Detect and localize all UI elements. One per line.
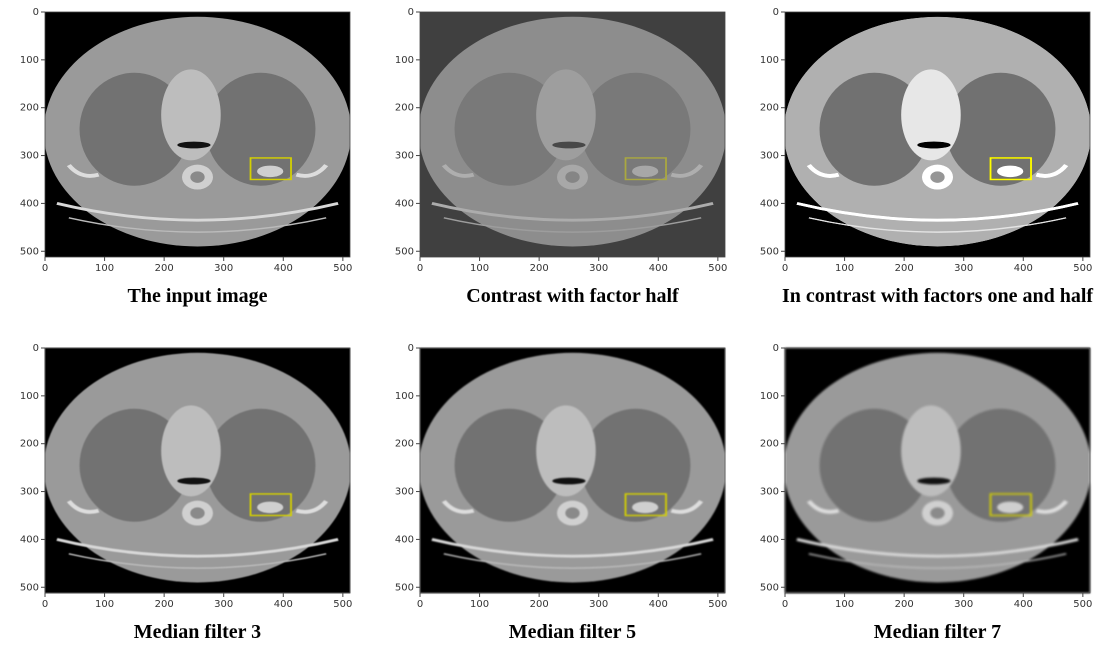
caption: Median filter 7 bbox=[773, 618, 1102, 646]
y-tick-label: 0 bbox=[408, 7, 414, 18]
x-tick-label: 0 bbox=[782, 599, 788, 610]
y-tick-label: 100 bbox=[20, 391, 39, 402]
y-tick-label: 200 bbox=[760, 103, 779, 114]
y-tick-label: 0 bbox=[773, 343, 779, 354]
page: {"panels": [ {"caption": "The input imag… bbox=[0, 0, 1102, 644]
x-tick-label: 300 bbox=[214, 263, 233, 274]
x-tick-label: 400 bbox=[649, 599, 668, 610]
x-tick-label: 0 bbox=[782, 263, 788, 274]
ct-image bbox=[784, 348, 1091, 593]
y-tick-label: 200 bbox=[760, 439, 779, 450]
x-tick-label: 500 bbox=[708, 263, 727, 274]
y-tick-label: 300 bbox=[20, 151, 39, 162]
x-tick-label: 100 bbox=[835, 599, 854, 610]
x-tick-label: 400 bbox=[1014, 263, 1033, 274]
y-tick-label: 400 bbox=[20, 534, 39, 545]
x-tick-label: 500 bbox=[333, 599, 352, 610]
x-tick-label: 200 bbox=[530, 599, 549, 610]
x-tick-label: 0 bbox=[42, 599, 48, 610]
y-tick-label: 500 bbox=[395, 246, 414, 257]
y-tick-label: 200 bbox=[20, 103, 39, 114]
y-tick-label: 300 bbox=[760, 487, 779, 498]
y-tick-label: 200 bbox=[395, 103, 414, 114]
caption: In contrast with factors one and half bbox=[773, 282, 1102, 310]
y-tick-label: 500 bbox=[395, 582, 414, 593]
x-tick-label: 100 bbox=[470, 263, 489, 274]
x-tick-label: 100 bbox=[95, 263, 114, 274]
y-tick-label: 0 bbox=[33, 343, 39, 354]
x-tick-label: 200 bbox=[895, 263, 914, 274]
x-tick-label: 500 bbox=[1073, 599, 1092, 610]
y-tick-label: 200 bbox=[20, 439, 39, 450]
figure: 0100200300400500010020030040050001002003… bbox=[0, 0, 1102, 644]
y-tick-label: 400 bbox=[760, 198, 779, 209]
x-tick-label: 500 bbox=[1073, 263, 1092, 274]
x-tick-label: 0 bbox=[417, 599, 423, 610]
y-tick-label: 300 bbox=[395, 151, 414, 162]
y-tick-label: 100 bbox=[760, 391, 779, 402]
caption: Contrast with factor half bbox=[408, 282, 738, 310]
y-tick-label: 400 bbox=[760, 534, 779, 545]
x-tick-label: 300 bbox=[954, 263, 973, 274]
y-tick-label: 300 bbox=[20, 487, 39, 498]
ct-image bbox=[419, 348, 726, 593]
y-tick-label: 200 bbox=[395, 439, 414, 450]
x-tick-label: 400 bbox=[274, 263, 293, 274]
y-tick-label: 100 bbox=[395, 55, 414, 66]
x-tick-label: 400 bbox=[649, 263, 668, 274]
x-tick-label: 0 bbox=[417, 263, 423, 274]
y-tick-label: 100 bbox=[395, 391, 414, 402]
x-tick-label: 500 bbox=[333, 263, 352, 274]
y-tick-label: 0 bbox=[33, 7, 39, 18]
y-tick-label: 0 bbox=[408, 343, 414, 354]
caption: Median filter 5 bbox=[408, 618, 738, 646]
y-tick-label: 400 bbox=[395, 198, 414, 209]
ct-image bbox=[784, 12, 1091, 257]
x-tick-label: 200 bbox=[155, 599, 174, 610]
y-tick-label: 400 bbox=[395, 534, 414, 545]
y-tick-label: 500 bbox=[20, 582, 39, 593]
x-tick-label: 300 bbox=[589, 263, 608, 274]
x-tick-label: 200 bbox=[895, 599, 914, 610]
x-tick-label: 400 bbox=[274, 599, 293, 610]
ct-image bbox=[44, 348, 351, 593]
ct-image bbox=[44, 12, 351, 257]
y-tick-label: 400 bbox=[20, 198, 39, 209]
x-tick-label: 300 bbox=[589, 599, 608, 610]
caption: The input image bbox=[33, 282, 363, 310]
x-tick-label: 300 bbox=[954, 599, 973, 610]
y-tick-label: 500 bbox=[760, 246, 779, 257]
y-tick-label: 300 bbox=[760, 151, 779, 162]
x-tick-label: 200 bbox=[530, 263, 549, 274]
caption: Median filter 3 bbox=[33, 618, 363, 646]
x-tick-label: 100 bbox=[95, 599, 114, 610]
x-tick-label: 300 bbox=[214, 599, 233, 610]
ct-image bbox=[419, 12, 726, 257]
x-tick-label: 400 bbox=[1014, 599, 1033, 610]
x-tick-label: 200 bbox=[155, 263, 174, 274]
x-tick-label: 100 bbox=[835, 263, 854, 274]
y-tick-label: 100 bbox=[20, 55, 39, 66]
y-tick-label: 500 bbox=[20, 246, 39, 257]
y-tick-label: 100 bbox=[760, 55, 779, 66]
x-tick-label: 100 bbox=[470, 599, 489, 610]
x-tick-label: 500 bbox=[708, 599, 727, 610]
y-tick-label: 500 bbox=[760, 582, 779, 593]
x-tick-label: 0 bbox=[42, 263, 48, 274]
y-tick-label: 300 bbox=[395, 487, 414, 498]
y-tick-label: 0 bbox=[773, 7, 779, 18]
